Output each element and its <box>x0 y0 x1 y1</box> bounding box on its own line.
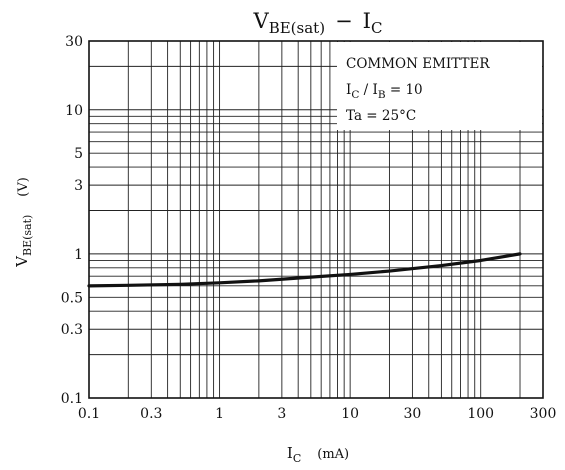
series-group <box>89 254 520 286</box>
series-line <box>89 254 520 286</box>
x-tick-labels: 0.1 0.3 1 3 10 30 100 300 <box>78 406 557 422</box>
y-tick-label: 0.5 <box>61 290 83 306</box>
y-tick-label: 30 <box>65 34 83 50</box>
annotation-line-3: Ta = 25°C <box>346 108 416 124</box>
y-tick-label: 0.3 <box>61 322 83 338</box>
y-tick-label: 3 <box>74 178 83 194</box>
chart-title: VBE(sat)−IC <box>253 9 383 37</box>
x-tick-label: 1 <box>215 406 224 422</box>
y-axis-label: VBE(sat)(V) <box>13 177 34 268</box>
y-tick-label: 0.1 <box>61 391 83 407</box>
y-tick-label: 10 <box>65 103 83 119</box>
x-tick-label: 100 <box>467 406 494 422</box>
x-tick-label: 0.3 <box>140 406 162 422</box>
y-tick-label: 1 <box>74 247 83 263</box>
y-tick-labels: 0.1 0.3 0.5 1 3 5 10 30 <box>61 34 83 407</box>
x-tick-label: 0.1 <box>78 406 100 422</box>
x-axis-label: IC(mA) <box>287 444 349 465</box>
x-tick-label: 300 <box>530 406 557 422</box>
x-tick-label: 10 <box>341 406 359 422</box>
y-tick-label: 5 <box>74 146 83 162</box>
x-tick-label: 3 <box>277 406 286 422</box>
x-tick-label: 30 <box>404 406 422 422</box>
annotation-line-1: COMMON EMITTER <box>346 56 490 72</box>
